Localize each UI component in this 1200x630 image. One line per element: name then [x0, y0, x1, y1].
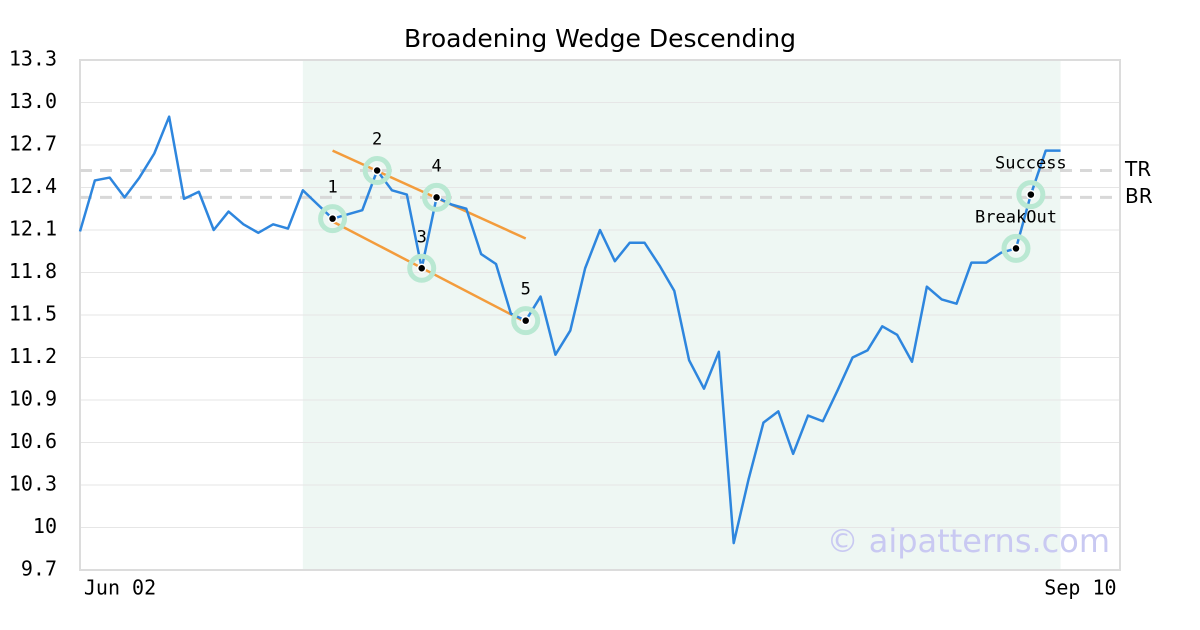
- pattern-point-halo: [318, 204, 348, 234]
- watermark: © aipatterns.com: [827, 522, 1110, 560]
- pattern-point-halo: [422, 182, 452, 212]
- y-tick-label: 11.2: [9, 344, 57, 368]
- pattern-point: [431, 192, 442, 203]
- y-tick-label: 9.7: [21, 557, 57, 581]
- y-tick-label: 12.4: [9, 174, 57, 198]
- pattern-point: [520, 315, 531, 326]
- pattern-point: [416, 263, 427, 273]
- pattern-label: BreakOut: [975, 207, 1057, 227]
- pattern-label: 2: [372, 130, 382, 150]
- x-tick-label: Jun 02: [84, 576, 156, 600]
- y-tick-label: 11.8: [9, 259, 57, 283]
- y-tick-label: 10.3: [9, 472, 57, 496]
- y-tick-label: 13.0: [9, 89, 57, 113]
- y-tick-label: 13.3: [9, 47, 57, 71]
- y-tick-label: 12.1: [9, 217, 57, 241]
- reference-label: TR: [1124, 157, 1151, 181]
- pattern-point: [1026, 189, 1036, 200]
- plot-frame: [79, 59, 1121, 571]
- pattern-label: 5: [521, 280, 531, 300]
- y-tick-label: 12.7: [9, 132, 57, 156]
- trendline: [331, 220, 527, 324]
- pattern-label: Success: [995, 154, 1067, 174]
- pattern-label: 1: [327, 178, 337, 198]
- pattern-point: [1011, 243, 1021, 254]
- pattern-point-halo: [407, 253, 437, 283]
- y-tick-label: 10: [33, 514, 57, 538]
- pattern-label: 3: [417, 227, 427, 247]
- pattern-point: [372, 165, 382, 176]
- pattern-point-halo: [362, 156, 392, 185]
- y-tick-label: 11.5: [9, 302, 57, 326]
- y-tick-label: 10.9: [9, 387, 57, 411]
- pattern-point-halo: [1001, 233, 1031, 263]
- y-tick-label: 10.6: [9, 429, 57, 453]
- pattern-label: 4: [431, 156, 441, 176]
- pattern-point: [327, 213, 338, 224]
- reference-label: BR: [1125, 184, 1153, 208]
- pattern-point-halo: [1016, 180, 1046, 210]
- pattern-point-halo: [511, 306, 541, 336]
- x-tick-label: Sep 10: [1044, 576, 1116, 600]
- price-line: [78, 115, 1061, 545]
- chart-title: Broadening Wedge Descending: [404, 24, 796, 53]
